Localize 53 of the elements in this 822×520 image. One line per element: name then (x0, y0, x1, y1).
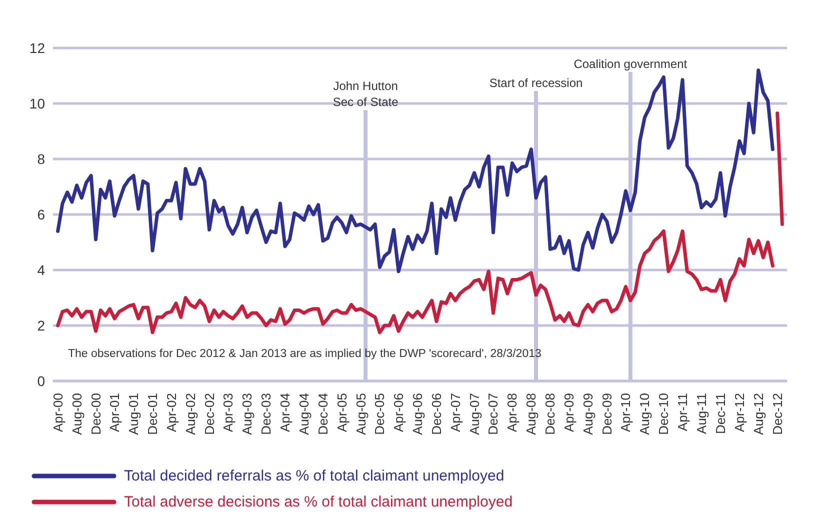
x-tick-label: Aug-01 (126, 393, 142, 435)
x-tick-label: Dec-08 (542, 393, 558, 435)
x-tick-label: Apr-11 (675, 393, 690, 432)
y-tick-label: 2 (37, 317, 46, 334)
text: Total adverse decisions as % of total claimant unemployed (124, 494, 513, 510)
ref-line-label: Coalition government (574, 57, 688, 71)
x-tick-label: Dec-03 (258, 393, 274, 435)
x-tick-label: Aug-09 (580, 393, 596, 435)
x-tick-label: Aug-07 (466, 393, 482, 435)
x-tick-label: Apr-00 (50, 393, 66, 432)
x-tick-label: Apr-12 (732, 393, 747, 432)
x-tick-label: Aug-10 (637, 393, 652, 435)
x-tick-label: Apr-02 (164, 393, 179, 432)
x-tick-label: Apr-05 (334, 393, 350, 432)
x-tick-label: Apr-08 (504, 393, 520, 432)
x-tick-label: Aug-04 (296, 393, 312, 435)
x-tick-label: Aug-11 (694, 393, 709, 434)
x-tick-label: Apr-03 (220, 393, 236, 432)
x-tick-label: Apr-04 (278, 393, 293, 432)
y-tick-label: 8 (37, 150, 46, 167)
text: Total decided referrals as % of total claimant unemployed (124, 468, 504, 484)
x-tick-label: Dec-12 (770, 393, 785, 435)
x-tick-label: Dec-00 (88, 393, 104, 435)
annotation: The observations for Dec 2012 & Jan 2013 are as implied by the DWP 'scorecard', 28/3/2013 (68, 348, 542, 360)
x-tick-label: Apr-06 (391, 393, 406, 432)
x-tick-label: Aug-05 (353, 393, 368, 435)
x-tick-label: Apr-09 (561, 393, 576, 432)
y-tick-label: 0 (37, 372, 46, 389)
x-tick-label: Dec-04 (315, 393, 330, 435)
x-tick-label: Dec-01 (145, 393, 160, 435)
ref-line-label: John Hutton Sec of State (332, 79, 399, 109)
x-tick-label: Aug-00 (69, 393, 84, 435)
y-tick-label: 6 (37, 206, 46, 222)
x-tick-label: Apr-01 (107, 393, 122, 432)
x-tick-label: Dec-11 (712, 393, 728, 434)
x-tick-label: Aug-12 (750, 393, 766, 435)
y-tick-label: 10 (29, 95, 46, 112)
x-tick-label: Aug-06 (410, 393, 426, 435)
x-tick-label: Aug-02 (182, 393, 198, 435)
x-tick-label: Dec-10 (656, 393, 672, 435)
ref-line-label: Start of recession (489, 76, 583, 90)
x-tick-label: Dec-07 (486, 393, 501, 435)
y-tick-label: 4 (37, 262, 46, 278)
x-tick-label: Dec-05 (372, 393, 388, 435)
x-tick-label: Dec-09 (599, 393, 614, 435)
x-tick-label: Dec-02 (202, 393, 217, 435)
x-tick-label: Aug-08 (524, 393, 539, 435)
x-tick-label: Apr-10 (618, 393, 634, 432)
y-tick-label: 12 (29, 40, 46, 56)
line-series (56, 229, 774, 334)
x-tick-label: Aug-03 (240, 393, 255, 435)
x-tick-label: Dec-06 (428, 393, 444, 435)
x-tick-label: Apr-07 (448, 393, 463, 432)
